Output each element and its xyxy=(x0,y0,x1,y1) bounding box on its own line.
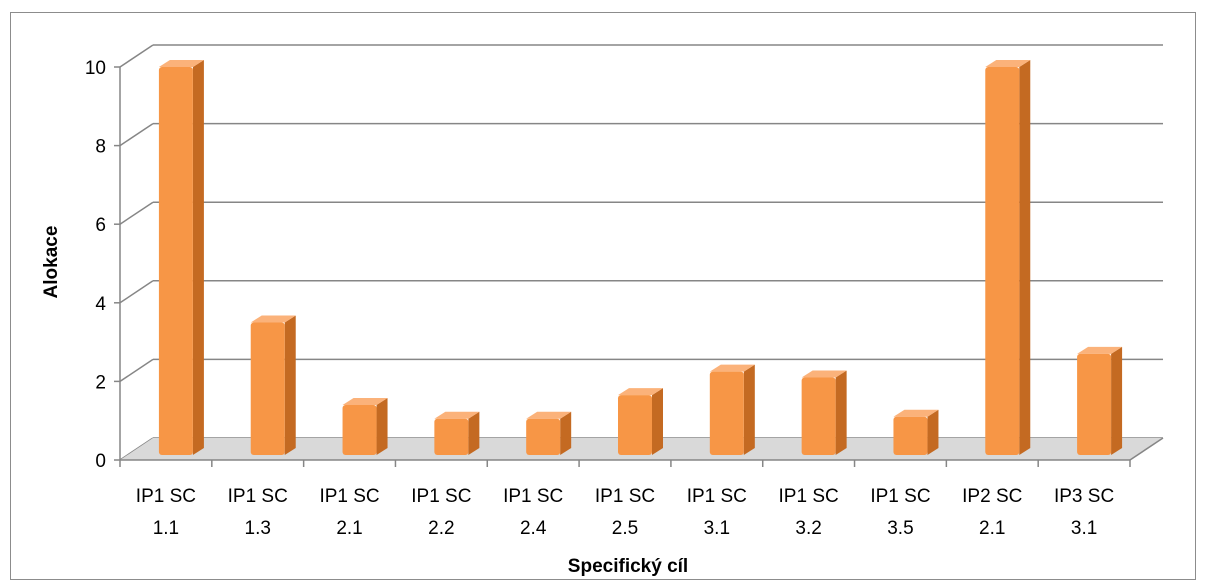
x-tick-label: 2.5 xyxy=(612,518,638,539)
x-tick-label: 2.4 xyxy=(520,518,547,539)
bar-top xyxy=(250,315,296,323)
x-tick-label: 2.2 xyxy=(428,518,454,539)
bar-side xyxy=(835,370,847,455)
bars xyxy=(158,60,1123,455)
x-tick-label: 2.1 xyxy=(979,518,1005,539)
x-tick-label: 1.1 xyxy=(153,518,179,539)
bar-side xyxy=(652,388,663,455)
bar xyxy=(709,364,755,455)
bar-front xyxy=(618,395,652,455)
bar-front xyxy=(526,418,561,455)
x-axis-ticks: IP1 SC 1.1 IP1 SC 1.3 IP1 SC 2.1 IP1 SC 2.2 IP1 … xyxy=(119,460,1131,539)
x-tick-label: IP1 SC xyxy=(870,486,930,507)
bar-side xyxy=(376,397,388,455)
bar xyxy=(1077,346,1123,455)
x-tick-label: IP1 SC xyxy=(503,486,563,507)
x-tick-label: 3.1 xyxy=(704,518,730,539)
bar-front xyxy=(250,322,285,455)
x-tick-label: 1.3 xyxy=(245,518,271,539)
bar xyxy=(158,60,204,455)
bar xyxy=(342,397,388,455)
bar xyxy=(526,411,572,455)
gridline-diagonal xyxy=(119,280,154,304)
x-tick-label: IP1 SC xyxy=(595,486,655,507)
x-tick-label: 2.1 xyxy=(336,518,362,539)
x-tick-label: 3.5 xyxy=(887,518,913,539)
bar-side xyxy=(560,411,572,455)
bar-front xyxy=(342,404,377,455)
gridline-diagonal xyxy=(119,201,154,225)
bar-top xyxy=(158,60,204,67)
bar-front xyxy=(893,416,928,455)
y-tick-label: 2 xyxy=(95,372,106,393)
y-tick-label: 4 xyxy=(95,294,106,315)
bar-front xyxy=(709,371,744,455)
bar-front xyxy=(434,418,469,455)
bar-front xyxy=(1077,353,1112,455)
bar-top xyxy=(434,411,480,419)
bar-top xyxy=(985,60,1031,67)
y-tick-label: 0 xyxy=(95,451,106,472)
bar-top xyxy=(801,370,847,378)
y-axis-ticks: 0 2 4 6 8 10 xyxy=(85,58,107,472)
bar-front xyxy=(801,377,836,455)
gridline-diagonal xyxy=(119,122,154,147)
x-axis-title: Specifický cíl xyxy=(568,556,688,577)
x-tick-label: IP3 SC xyxy=(1054,486,1114,507)
bar-front xyxy=(158,67,193,455)
bar-front xyxy=(985,67,1020,455)
bar-side xyxy=(927,409,939,455)
gridline-diagonal xyxy=(119,44,154,68)
x-tick-label: IP1 SC xyxy=(228,486,288,507)
y-axis-title: Alokace xyxy=(41,226,62,299)
bar-top xyxy=(618,388,663,396)
bar-side xyxy=(1019,60,1031,455)
y-tick-label: 8 xyxy=(95,137,106,158)
y-tick-label: 6 xyxy=(95,215,106,236)
bar-side xyxy=(192,60,204,455)
bar-side xyxy=(468,411,480,455)
bar-top xyxy=(1077,346,1123,354)
y-tick-label: 10 xyxy=(85,58,106,79)
x-tick-label: IP1 SC xyxy=(687,486,747,507)
bar xyxy=(801,370,847,455)
gridline-diagonal xyxy=(119,358,154,383)
x-tick-label: IP1 SC xyxy=(136,486,196,507)
bar xyxy=(985,60,1031,455)
x-tick-label: IP1 SC xyxy=(779,486,839,507)
floor-edge xyxy=(1129,437,1164,461)
x-tick-label: IP2 SC xyxy=(962,486,1022,507)
bar-top xyxy=(342,397,388,405)
bar xyxy=(434,411,480,455)
bar-side xyxy=(743,364,755,455)
bar-top xyxy=(709,364,755,372)
bar-side xyxy=(1111,346,1123,455)
bar xyxy=(893,409,939,455)
bar xyxy=(250,315,296,455)
x-tick-label: IP1 SC xyxy=(319,486,379,507)
bar-top xyxy=(526,411,572,419)
bar xyxy=(618,388,663,455)
x-tick-label: 3.1 xyxy=(1071,518,1097,539)
bar-side xyxy=(284,315,296,455)
bar-top xyxy=(893,409,939,417)
x-tick-label: IP1 SC xyxy=(411,486,471,507)
x-tick-label: 3.2 xyxy=(795,518,821,539)
